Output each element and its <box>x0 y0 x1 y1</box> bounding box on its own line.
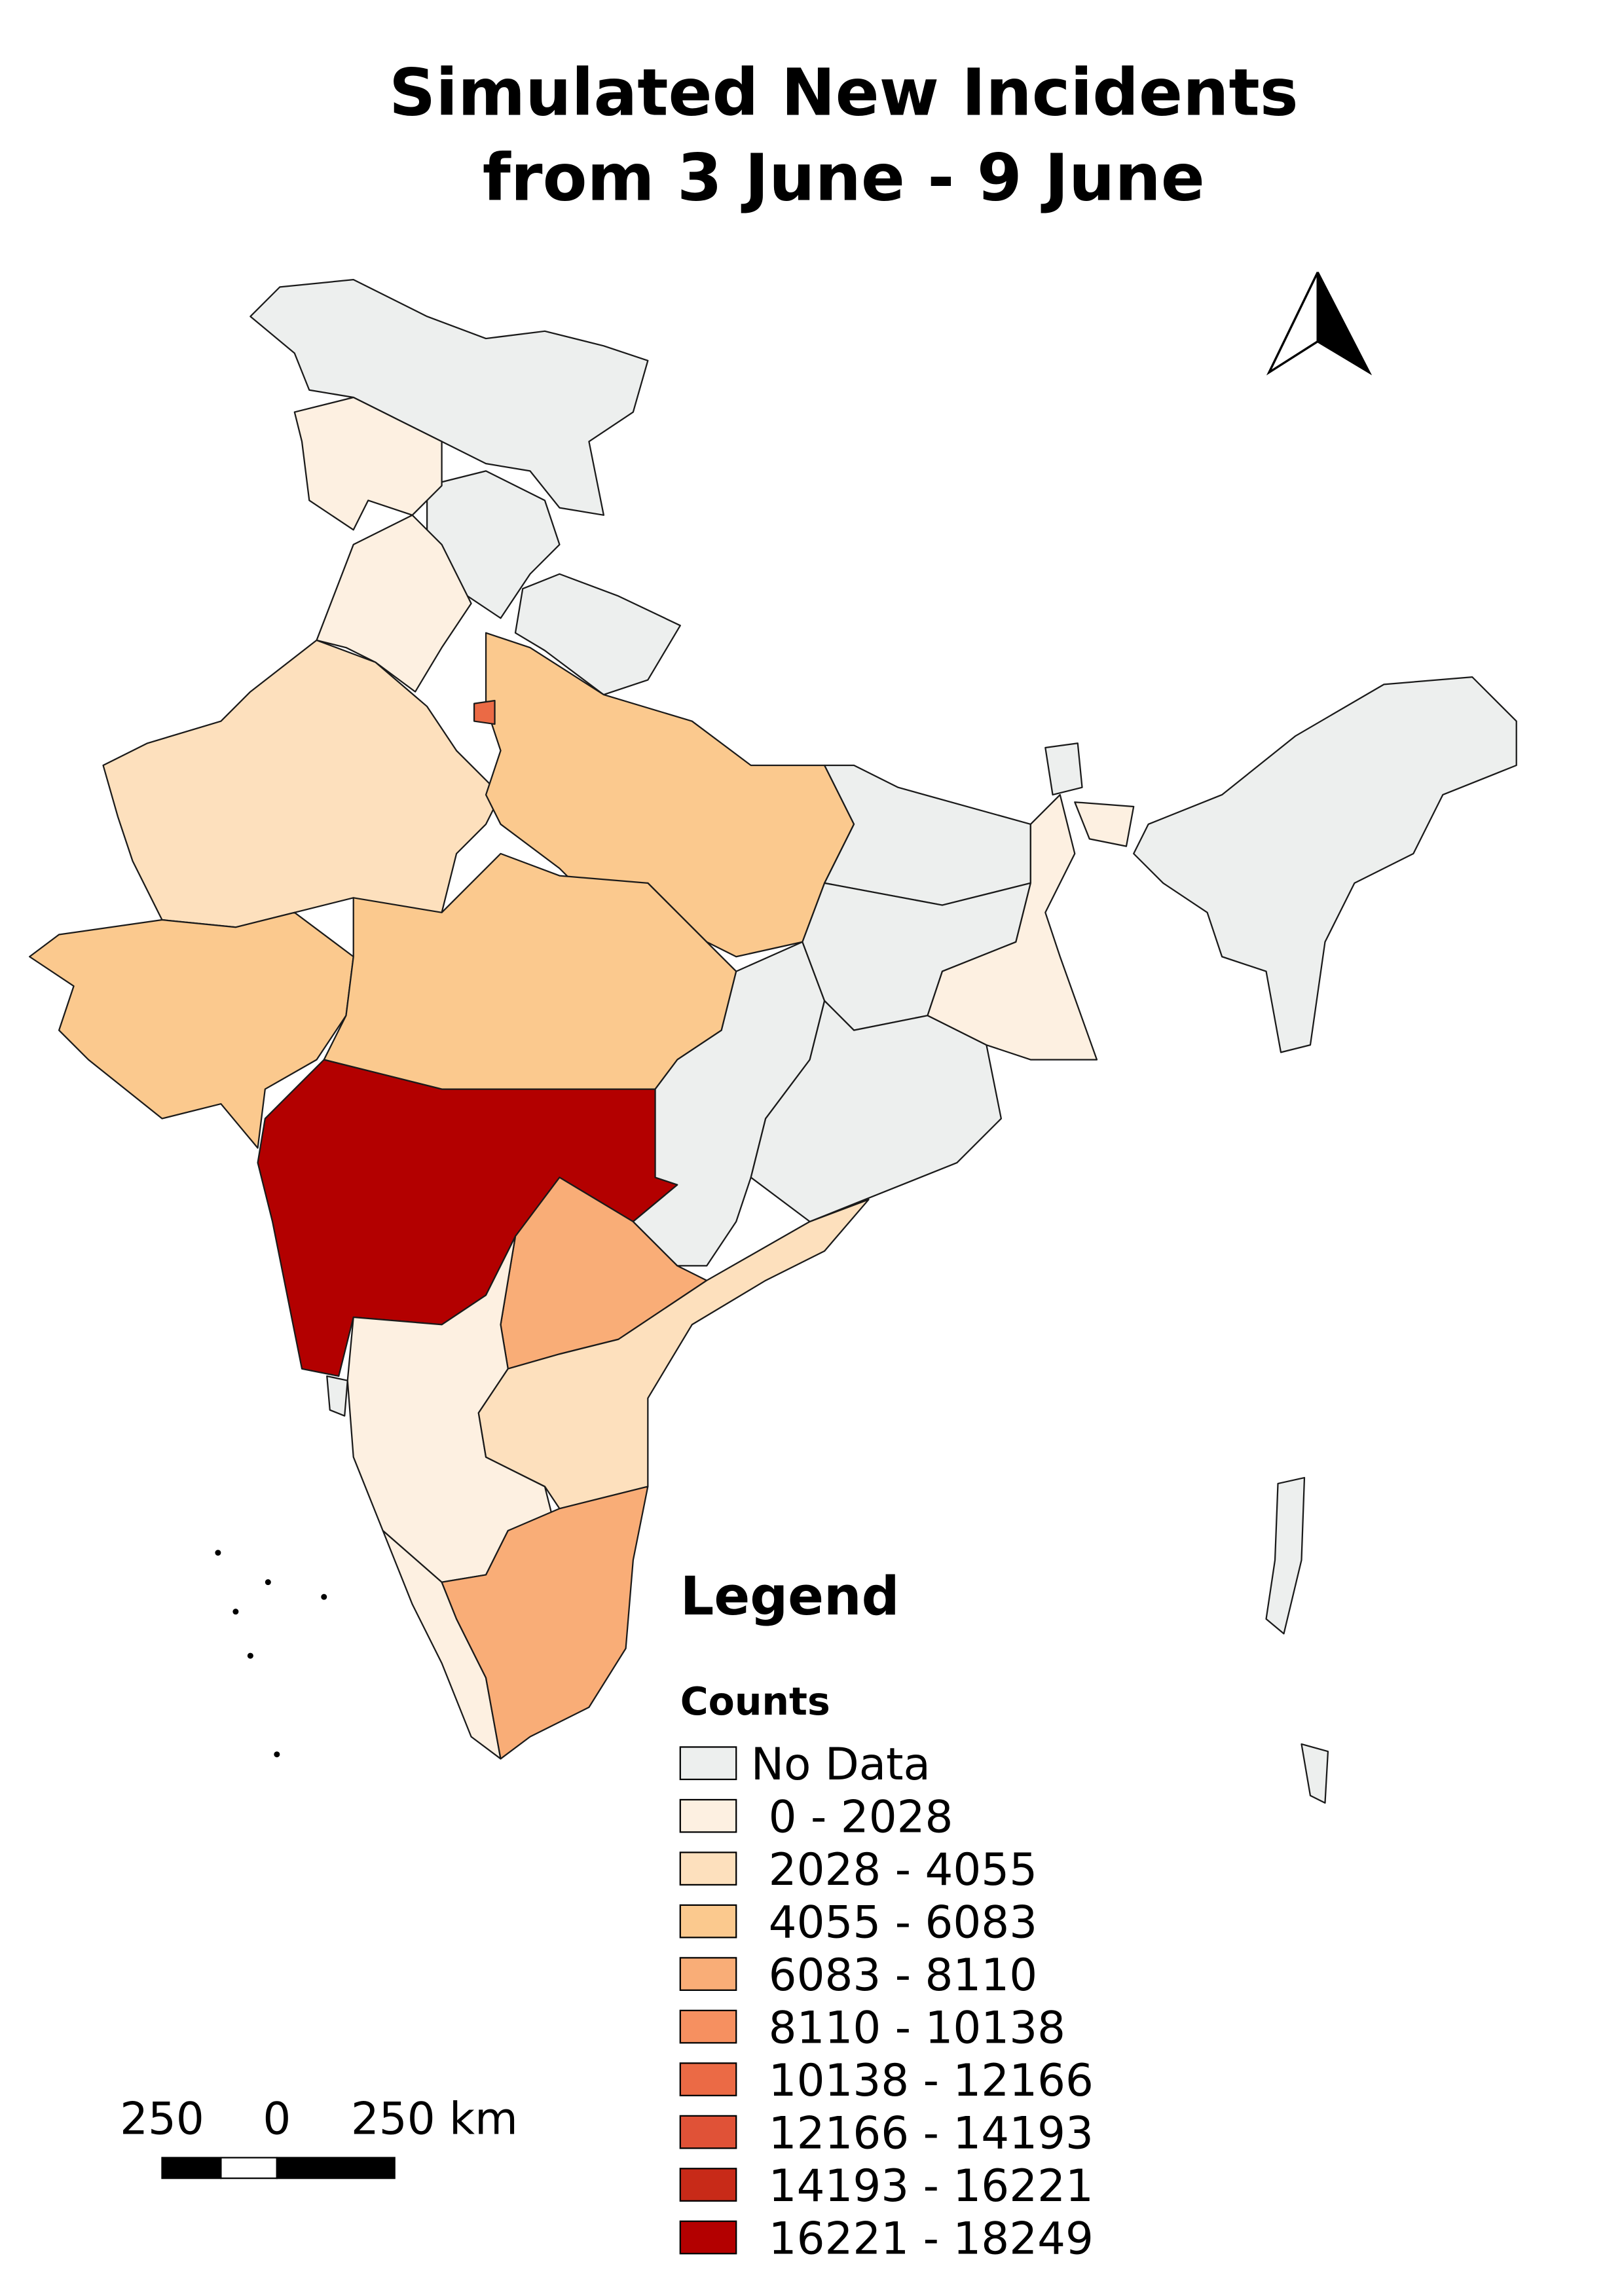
legend-label: 4055 - 6083 <box>769 1896 1037 1948</box>
island <box>321 1594 327 1600</box>
state-region <box>102 639 502 928</box>
scale-label: 250 <box>120 2093 204 2145</box>
legend-swatch <box>679 2220 737 2255</box>
island <box>274 1751 280 1758</box>
scale-segment <box>161 2157 222 2179</box>
scale-bar: 250 0 250 km <box>120 2093 518 2179</box>
island <box>1301 1743 1329 1804</box>
legend-swatch <box>679 1851 737 1886</box>
state-region <box>441 1485 649 1760</box>
map-title: from 3 June - 9 June <box>483 141 1205 216</box>
legend-label: 10138 - 12166 <box>769 2054 1094 2106</box>
map-title: Simulated New Incidents <box>389 55 1299 130</box>
state-region <box>750 1000 1003 1223</box>
legend-heading: Legend <box>680 1566 900 1628</box>
legend-label: No Data <box>751 1738 931 1790</box>
legend-label: 2028 - 4055 <box>769 1844 1037 1895</box>
state-region <box>1074 801 1135 847</box>
north-arrow-right <box>1316 272 1373 376</box>
north-arrow-left <box>1266 272 1319 376</box>
state-region <box>326 1375 348 1417</box>
legend-swatch <box>679 1746 737 1781</box>
legend-swatch <box>679 1798 737 1833</box>
legend-label: 8110 - 10138 <box>769 2001 1065 2053</box>
scale-label: 0 <box>263 2093 291 2145</box>
legend-label: 16221 - 18249 <box>769 2212 1094 2264</box>
legend-swatch <box>679 2168 737 2202</box>
island <box>247 1652 253 1659</box>
state-region <box>473 699 496 725</box>
state-region <box>1133 676 1517 1053</box>
island <box>215 1550 221 1556</box>
legend-label: 12166 - 14193 <box>769 2107 1094 2159</box>
legend-swatch <box>679 2115 737 2149</box>
legend-label: 6083 - 8110 <box>769 1949 1037 2001</box>
legend-subtitle: Counts <box>680 1679 830 1724</box>
state-region <box>1044 742 1083 796</box>
scale-segment <box>220 2157 278 2179</box>
state-region <box>514 573 681 696</box>
legend-label: 14193 - 16221 <box>769 2160 1094 2212</box>
legend-swatch <box>679 2009 737 2044</box>
scale-label: 250 km <box>351 2093 518 2145</box>
island <box>1265 1476 1306 1635</box>
north-arrow <box>1266 272 1373 376</box>
state-region <box>477 1199 870 1510</box>
state-region <box>29 911 354 1149</box>
legend-swatch <box>679 2062 737 2096</box>
island <box>265 1579 271 1586</box>
island <box>232 1609 239 1615</box>
scale-segment <box>276 2157 396 2179</box>
legend-swatch <box>679 1904 737 1939</box>
state-region <box>485 632 855 958</box>
map-regions <box>29 279 1517 1804</box>
state-region <box>927 793 1098 1061</box>
state-region <box>316 514 472 693</box>
state-region <box>823 764 1031 906</box>
legend-label: 0 - 2028 <box>769 1791 953 1842</box>
legend-swatch <box>679 1957 737 1991</box>
